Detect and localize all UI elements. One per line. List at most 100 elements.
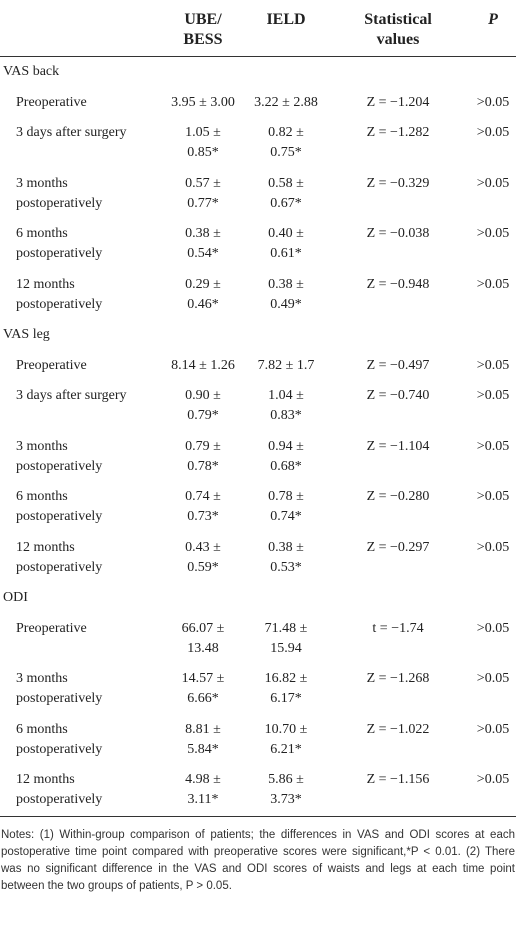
- header-cell: IELD: [246, 0, 326, 57]
- row-label: 3 days after surgery: [16, 125, 127, 140]
- row-label: 12 months postoperatively: [0, 765, 160, 817]
- cell: 66.07 ± 13.48: [181, 620, 225, 656]
- cell: 0.90 ± 0.79*: [185, 388, 221, 423]
- cell: >0.05: [476, 94, 510, 110]
- section-title: VAS leg: [3, 327, 50, 342]
- cell: >0.05: [476, 226, 510, 241]
- cell: 4.98 ± 3.11*: [160, 765, 246, 817]
- cell: >0.05: [470, 765, 516, 817]
- header-cell: P: [470, 0, 516, 57]
- row-label: 6 months postoperatively: [16, 226, 103, 261]
- row-label: 3 months postoperatively: [16, 175, 103, 211]
- row-label: 6 months postoperatively: [16, 721, 103, 757]
- cell: >0.05: [476, 388, 510, 403]
- data-row: Preoperative 66.07 ± 13.48 71.48 ± 15.94 t …: [0, 614, 516, 665]
- cell: 0.38 ± 0.49*: [268, 276, 304, 312]
- notes: Notes: (1) Within-group comparison of pa…: [1, 828, 515, 892]
- cell: 0.58 ± 0.67*: [268, 175, 304, 211]
- cell: 1.05 ± 0.85*: [185, 125, 221, 160]
- header-cell: UBE/ BESS: [160, 0, 246, 57]
- data-row: 6 months postoperatively 8.81 ± 5.84* 10.7…: [0, 715, 516, 766]
- cell: Z = −0.329: [366, 175, 430, 191]
- cell: 71.48 ± 15.94: [264, 620, 308, 656]
- cell: 0.40 ± 0.61*: [268, 226, 304, 261]
- cell: Z = −0.497: [366, 357, 430, 373]
- cell: >0.05: [476, 671, 510, 686]
- cell: >0.05: [476, 175, 510, 191]
- row-label: 12 months postoperatively: [16, 539, 103, 575]
- section-row: VAS back: [0, 57, 516, 88]
- data-row: 12 months postoperatively 0.43 ± 0.59* 0.3…: [0, 533, 516, 584]
- cell: 0.38 ± 0.53*: [268, 539, 304, 575]
- row-label: Preoperative: [16, 357, 87, 373]
- cell: >0.05: [476, 620, 510, 636]
- section-title: ODI: [3, 590, 28, 605]
- data-row: 6 months postoperatively 0.38 ± 0.54* 0.40…: [0, 219, 516, 270]
- data-row: Preoperative 3.95 ± 3.00 3.22 ± 2.88 Z = −1…: [0, 88, 516, 119]
- cell: 0.57 ± 0.77*: [185, 175, 221, 211]
- section-row: VAS leg: [0, 320, 516, 351]
- data-row: 3 months postoperatively 0.79 ± 0.78* 0.94…: [0, 432, 516, 483]
- cell: >0.05: [476, 125, 510, 140]
- cell: 0.78 ± 0.74*: [268, 489, 304, 524]
- cell: Z = −1.022: [366, 721, 430, 737]
- row-label: 3 months postoperatively: [16, 671, 103, 706]
- section-title: VAS back: [3, 64, 60, 79]
- cell: 3.22 ± 2.88: [254, 94, 318, 110]
- cell: 7.82 ± 1.7: [257, 357, 315, 373]
- cell: Z = −1.268: [366, 671, 430, 686]
- data-row: 3 days after surgery 0.90 ± 0.79* 1.04 ± 0…: [0, 381, 516, 432]
- cell: >0.05: [476, 489, 510, 504]
- row-label: 3 months postoperatively: [16, 438, 103, 474]
- cell: 3.95 ± 3.00: [171, 94, 235, 110]
- data-table: UBE/ BESS IELD Statistical values P VAS bac…: [0, 0, 516, 817]
- cell: 0.38 ± 0.54*: [185, 226, 221, 261]
- section-row: ODI: [0, 583, 516, 614]
- row-label: 3 days after surgery: [16, 388, 127, 403]
- cell: 1.04 ± 0.83*: [268, 388, 304, 423]
- cell: t = −1.74: [372, 620, 424, 636]
- row-label: Preoperative: [16, 620, 87, 636]
- cell: 0.29 ± 0.46*: [185, 276, 221, 312]
- cell: >0.05: [476, 438, 510, 454]
- cell: 10.70 ± 6.21*: [264, 721, 308, 757]
- cell: Z = −0.740: [366, 388, 430, 403]
- cell: Z = −0.038: [366, 226, 430, 241]
- data-row: 12 months postoperatively 0.29 ± 0.46* 0.3…: [0, 270, 516, 321]
- header-row: UBE/ BESS IELD Statistical values P: [0, 0, 516, 57]
- cell: 0.74 ± 0.73*: [185, 489, 221, 524]
- cell: Z = −1.104: [366, 438, 430, 454]
- header-cell: [0, 0, 160, 57]
- cell: 8.14 ± 1.26: [171, 357, 235, 373]
- cell: 0.79 ± 0.78*: [185, 438, 221, 474]
- cell: Z = −0.297: [366, 539, 430, 555]
- row-label: 6 months postoperatively: [16, 489, 103, 524]
- cell: >0.05: [476, 539, 510, 555]
- cell: Z = −1.156: [326, 765, 470, 817]
- cell: Z = −1.282: [366, 125, 430, 140]
- row-label: 12 months postoperatively: [16, 276, 103, 312]
- cell: >0.05: [476, 721, 510, 737]
- cell: 5.86 ± 3.73*: [246, 765, 326, 817]
- cell: 0.43 ± 0.59*: [185, 539, 221, 575]
- data-row: 3 months postoperatively 14.57 ± 6.66* 16.…: [0, 664, 516, 715]
- cell: Z = −1.204: [366, 94, 430, 110]
- cell: Z = −0.948: [366, 276, 430, 292]
- data-row: Preoperative 8.14 ± 1.26 7.82 ± 1.7 Z = −0.…: [0, 351, 516, 382]
- cell: 14.57 ± 6.66*: [181, 671, 225, 706]
- cell: >0.05: [476, 357, 510, 373]
- cell: 0.82 ± 0.75*: [268, 125, 304, 160]
- data-row: 12 months postoperatively 4.98 ± 3.11* 5.8…: [0, 765, 516, 817]
- row-label: Preoperative: [16, 94, 87, 110]
- data-row: 6 months postoperatively 0.74 ± 0.73* 0.78…: [0, 482, 516, 533]
- data-row: 3 days after surgery 1.05 ± 0.85* 0.82 ± 0…: [0, 118, 516, 169]
- cell: Z = −0.280: [366, 489, 430, 504]
- cell: 0.94 ± 0.68*: [268, 438, 304, 474]
- cell: 8.81 ± 5.84*: [185, 721, 221, 757]
- cell: >0.05: [476, 276, 510, 292]
- data-row: 3 months postoperatively 0.57 ± 0.77* 0.58…: [0, 169, 516, 220]
- cell: 16.82 ± 6.17*: [264, 671, 308, 706]
- table-body: VAS back Preoperative 3.95 ± 3.00 3.22 ± 2.…: [0, 57, 516, 817]
- header-cell: Statistical values: [326, 0, 470, 57]
